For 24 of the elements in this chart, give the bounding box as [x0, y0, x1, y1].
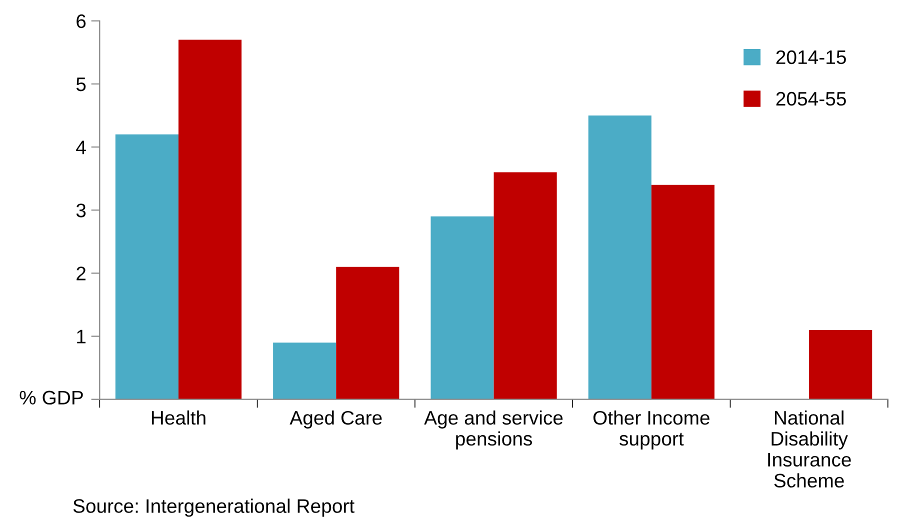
x-tick-label: Aged Care: [290, 410, 382, 429]
y-tick-label: 4: [76, 140, 86, 154]
bar: [178, 40, 242, 400]
bar: [809, 330, 872, 400]
y-tick-label: 6: [76, 14, 86, 28]
x-tick-label: Age and service pensions: [424, 410, 563, 450]
legend-label: 2054-55: [776, 92, 846, 106]
y-tick-label: 1: [77, 330, 86, 344]
source-note: Source: Intergenerational Report: [73, 498, 354, 517]
bar: [494, 172, 557, 400]
legend-label: 2014-15: [776, 50, 846, 64]
y-tick-label: 3: [76, 204, 86, 218]
bar: [115, 134, 178, 400]
y-tick-label: 2: [76, 266, 86, 280]
bar: [273, 342, 336, 400]
y-tick-label: 5: [76, 78, 86, 92]
bar: [336, 266, 400, 400]
y-axis-title: % GDP: [20, 390, 83, 405]
x-tick-label: Other Income support: [593, 410, 710, 450]
bar: [430, 216, 494, 400]
bar: [588, 115, 652, 400]
bar: [651, 184, 714, 400]
x-tick-label: National Disability Insurance Scheme: [768, 410, 851, 488]
x-tick-label: Health: [152, 410, 206, 425]
